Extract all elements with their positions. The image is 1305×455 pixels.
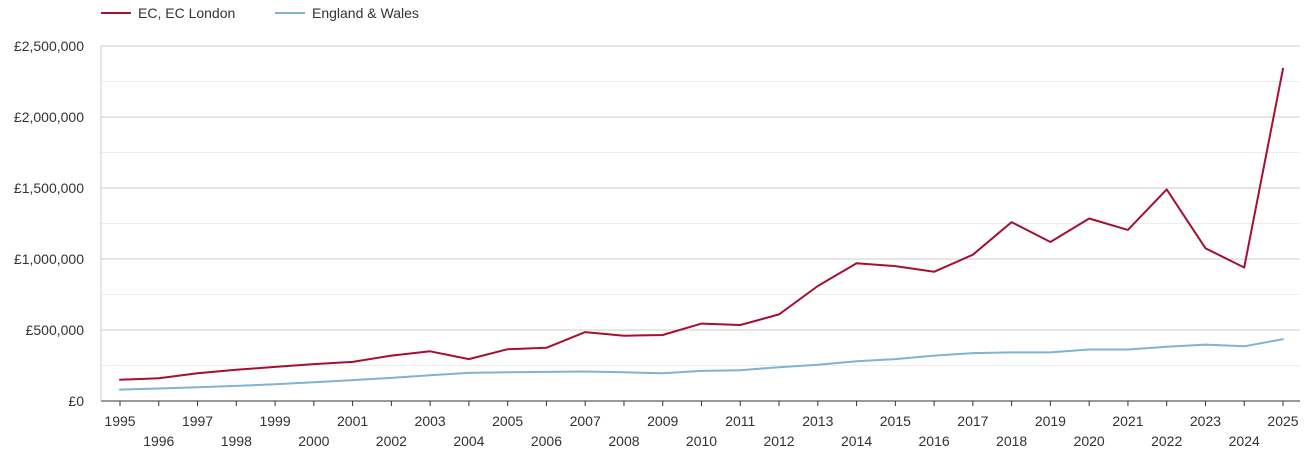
legend-label-england-wales: England & Wales	[312, 5, 419, 21]
x-tick-label: 2002	[376, 433, 407, 449]
x-tick-label: 2020	[1074, 433, 1105, 449]
x-tick-label: 2015	[880, 413, 911, 429]
x-tick-label: 2017	[957, 413, 988, 429]
x-tick-label: 2007	[570, 413, 601, 429]
x-tick-label: 2025	[1267, 413, 1298, 429]
series-line-ec-ec-london	[120, 69, 1283, 380]
x-tick-label: 2023	[1190, 413, 1221, 429]
x-tick-label: 2011	[725, 413, 755, 429]
x-tick-label: 2006	[531, 433, 562, 449]
series-line-england-wales	[120, 339, 1283, 389]
y-tick-label: £1,500,000	[14, 180, 84, 196]
x-tick-label: 1998	[221, 433, 252, 449]
x-tick-label: 2022	[1151, 433, 1182, 449]
y-tick-label: £0	[68, 393, 84, 409]
x-tick-label: 1996	[143, 433, 174, 449]
y-tick-label: £500,000	[26, 322, 85, 338]
x-tick-label: 2024	[1229, 433, 1260, 449]
x-tick-label: 2012	[763, 433, 794, 449]
legend: EC, EC London England & Wales	[101, 5, 419, 21]
x-tick-label: 2004	[453, 433, 484, 449]
y-axis: £0 £500,000 £1,000,000 £1,500,000 £2,000,000…	[14, 38, 101, 409]
x-axis: 1995 1996 1997 1998 1999 2000 2001 2002 2003 2004…	[104, 401, 1298, 449]
x-tick-label: 1995	[104, 413, 135, 429]
x-tick-label: 2010	[686, 433, 717, 449]
legend-label-ec-london: EC, EC London	[138, 5, 235, 21]
y-tick-label: £2,000,000	[14, 109, 84, 125]
x-tick-label: 2016	[919, 433, 950, 449]
x-tick-label: 2018	[996, 433, 1027, 449]
x-tick-label: 1999	[259, 413, 290, 429]
x-tick-label: 2019	[1035, 413, 1066, 429]
y-tick-label: £1,000,000	[14, 251, 84, 267]
x-tick-label: 2021	[1112, 413, 1143, 429]
x-tick-label: 2005	[492, 413, 523, 429]
x-tick-label: 1997	[182, 413, 213, 429]
x-tick-label: 2000	[298, 433, 329, 449]
x-tick-label: 2009	[647, 413, 678, 429]
x-tick-label: 2008	[608, 433, 639, 449]
x-tick-label: 2013	[802, 413, 833, 429]
grid-lines	[101, 46, 1300, 401]
x-tick-label: 2014	[841, 433, 872, 449]
x-tick-label: 2003	[415, 413, 446, 429]
x-tick-label: 2001	[337, 413, 368, 429]
y-tick-label: £2,500,000	[14, 38, 84, 54]
